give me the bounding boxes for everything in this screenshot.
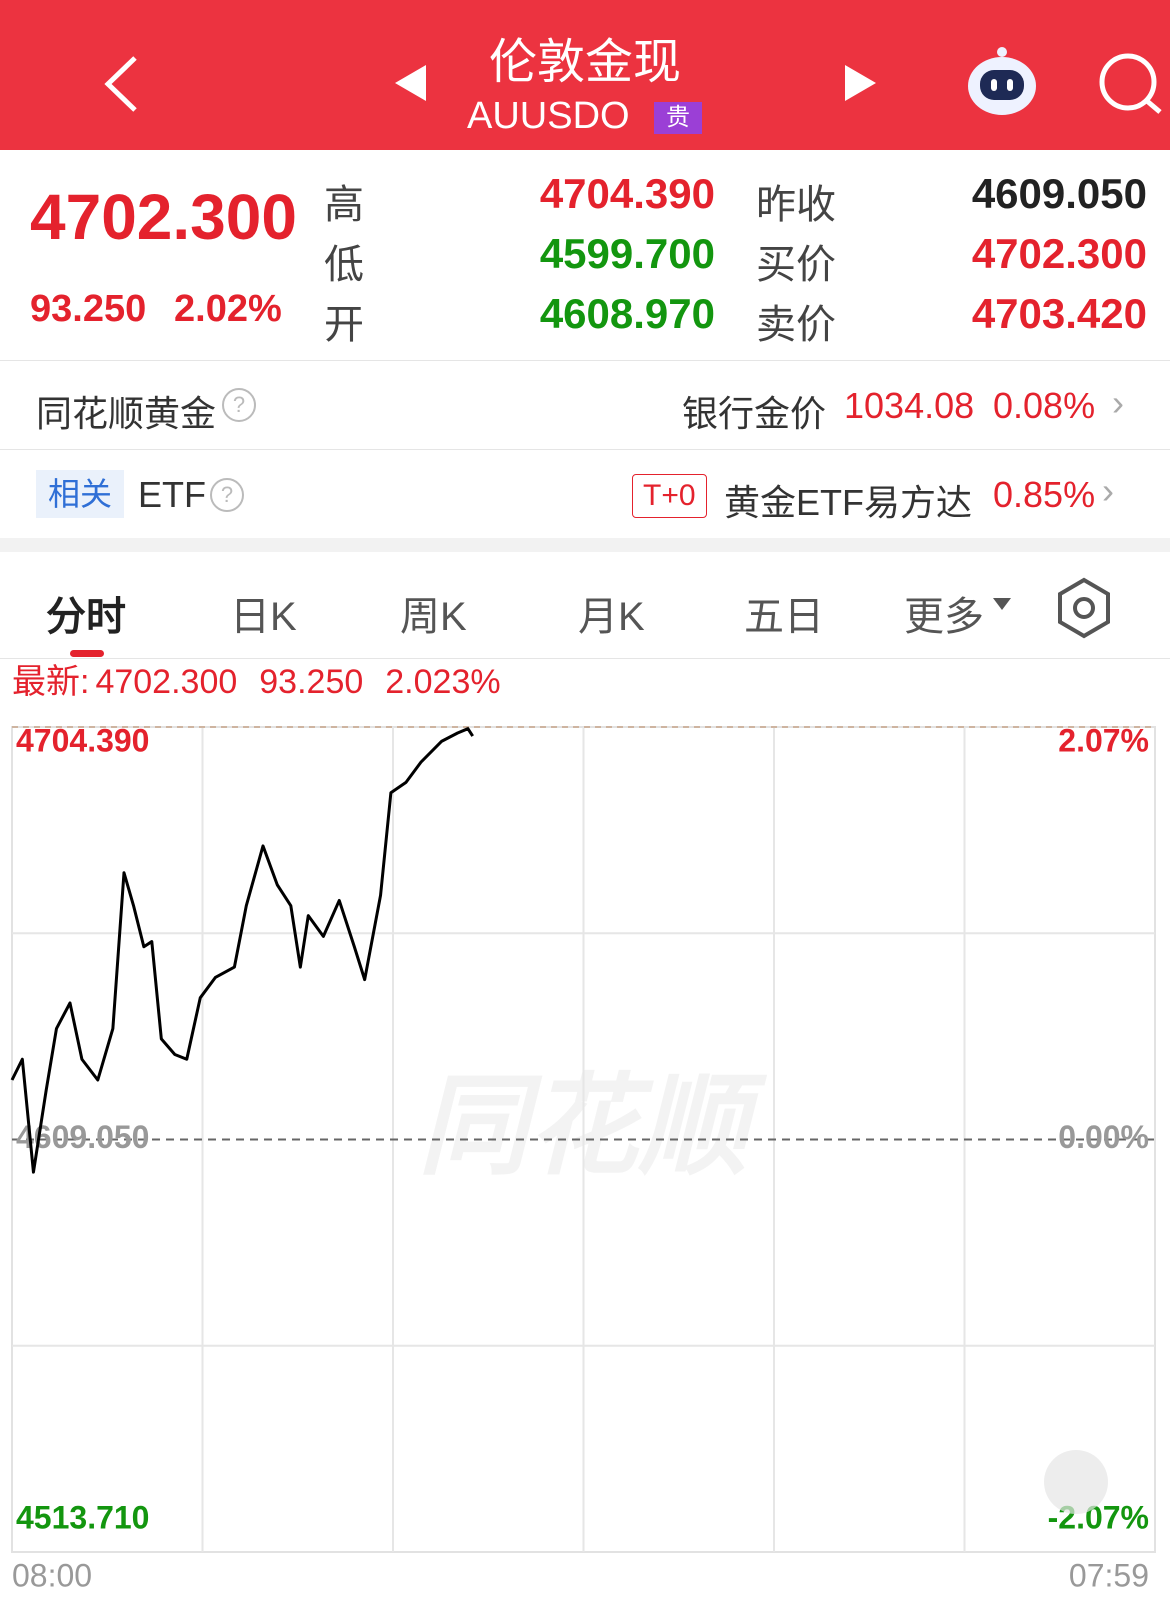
bank-label: 银行金价 [682,393,827,434]
field-value: 4704.390 [539,170,715,217]
back-button[interactable] [104,56,137,112]
field-value: 4609.050 [971,170,1147,217]
tab[interactable]: 更多 [904,595,984,639]
divider [0,658,1170,659]
t0-badge: T+0 [632,474,707,518]
latest-latest-label: 最新: [12,663,89,701]
field-label: 开 [324,303,364,347]
bank-price: 1034.08 [844,385,975,426]
tab[interactable]: 分时 [46,595,126,639]
watermark: 同花顺 [418,1065,768,1188]
field-label: 低 [324,243,364,287]
field-value: 4703.420 [971,290,1147,337]
tab-icons [993,577,1110,639]
etf-label: ETF [138,474,206,515]
y-tick-label: 4704.390 [16,722,149,758]
latest-latest-price: 4702.300 [95,663,237,701]
etf-fund[interactable]: 黄金ETF易方达 [724,482,972,523]
related-tag: 相关 [36,470,124,518]
tab[interactable]: 日K [230,595,297,639]
tab[interactable]: 周K [400,595,467,639]
change-pct: 2.02% [174,288,282,330]
next-button[interactable] [845,65,876,101]
tab[interactable]: 五日 [744,595,824,639]
robot-button[interactable] [968,47,1036,115]
y-tick-label: 4513.710 [16,1499,149,1535]
code: AUUSDO [467,95,630,137]
chevron[interactable]: › [1102,470,1114,511]
header: 伦敦金现 AUUSDO 贵 [0,0,1170,150]
price-line [10,727,474,1174]
y2-tick-label: 2.07% [1058,722,1149,758]
gold-label: 同花顺黄金 [36,393,217,434]
tab[interactable]: 月K [578,595,645,639]
prev-button[interactable] [395,65,426,101]
help-icon[interactable]: ? [210,478,244,512]
divider [0,360,1170,361]
field-value: 4702.300 [971,230,1147,277]
etf-change: 0.85% [993,474,1096,515]
x-tick-label: 08:00 [12,1557,92,1593]
settings-button[interactable] [1058,577,1110,639]
latest-latest-change: 93.250 [259,663,363,701]
field-label: 高 [324,183,364,227]
field-label: 买价 [756,243,836,287]
tab-indicator [70,650,104,657]
search-button[interactable] [1099,53,1162,114]
title: 伦敦金现 [488,36,681,89]
help-icon[interactable]: ? [222,388,256,422]
bank-change: 0.08% [993,385,1096,426]
price: 4702.300 [30,181,297,253]
field-label: 昨收 [756,183,836,227]
dropdown-arrow[interactable] [993,598,1011,610]
header-icons [104,47,1162,115]
separator [0,538,1170,552]
fullscreen-button[interactable] [1044,1450,1108,1514]
latest-info: 最新: 4702.300 93.250 2.023% [12,663,501,701]
divider [0,449,1170,450]
field-value: 4599.700 [539,230,715,277]
y2-tick-label: 0.00% [1058,1119,1149,1155]
change: 93.250 [30,288,147,330]
latest-latest-pct: 2.023% [385,663,500,701]
field-label: 卖价 [756,303,836,347]
field-value: 4608.970 [539,290,715,337]
tag: 贵 [654,102,702,134]
chevron[interactable]: › [1112,382,1124,423]
x-tick-label: 07:59 [1069,1557,1149,1593]
